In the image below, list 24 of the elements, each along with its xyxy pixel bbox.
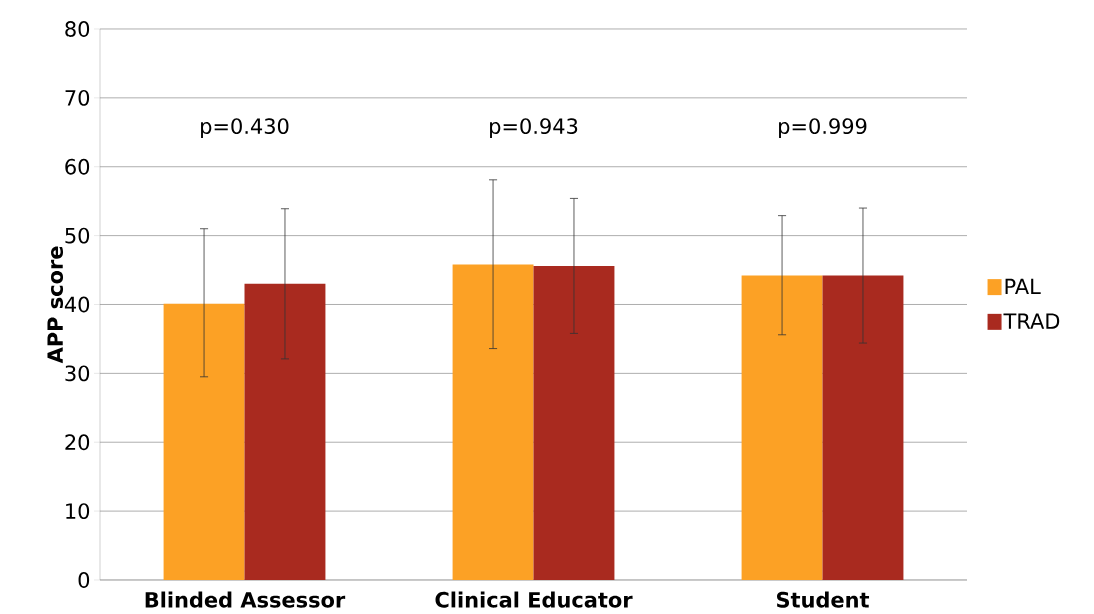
y-tick-label: 50 <box>65 227 90 244</box>
y-tick-label: 10 <box>66 503 90 520</box>
y-tick-label: 40 <box>64 296 90 313</box>
bar <box>244 283 326 580</box>
legend-label: TRAD <box>1003 313 1060 329</box>
bar <box>533 265 615 580</box>
y-tick-label: 80 <box>65 21 90 37</box>
y-axis-title: APP score <box>47 246 64 364</box>
annotation: p=0.943 <box>490 118 578 139</box>
bar <box>741 275 823 580</box>
annotation: p=0.430 <box>201 118 289 139</box>
y-tick-label: 20 <box>65 434 90 451</box>
y-tick-label: 30 <box>65 365 90 382</box>
legend-label: PAL <box>1005 278 1041 294</box>
x-tick-label: Clinical Educator <box>435 591 633 608</box>
annotation: p=0.999 <box>779 118 867 139</box>
bar <box>452 264 534 580</box>
y-tick-label: 0 <box>78 572 90 588</box>
bar <box>822 275 904 580</box>
x-tick-label: Blinded Assessor <box>145 591 346 608</box>
bar <box>163 303 245 580</box>
x-tick-label: Student <box>777 591 870 608</box>
y-tick-label: 60 <box>65 158 90 175</box>
y-tick-label: 70 <box>65 89 90 106</box>
